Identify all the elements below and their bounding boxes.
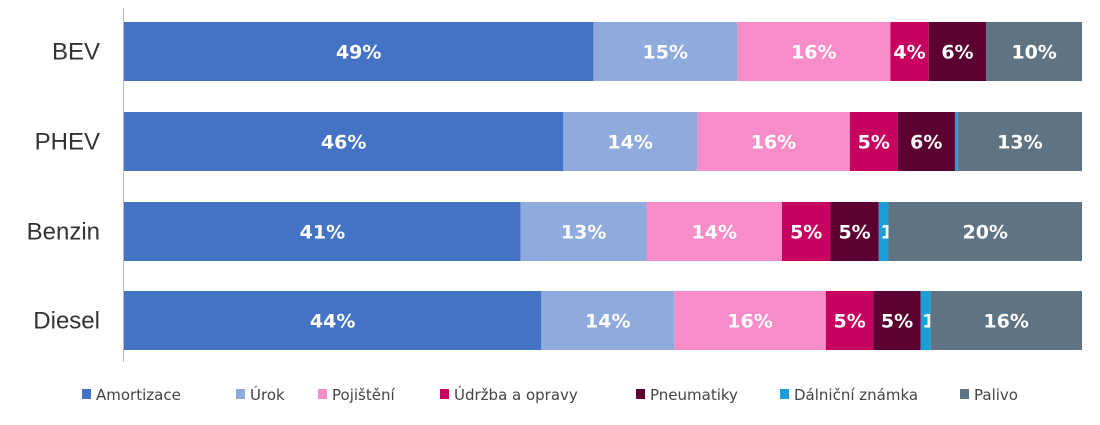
- legend-item-label: Údržba a opravy: [454, 385, 578, 404]
- data-label: 5%: [790, 222, 822, 244]
- legend-item-label: Palivo: [974, 386, 1018, 404]
- data-label: 13%: [561, 222, 606, 244]
- data-label: 20%: [962, 222, 1007, 244]
- bar-segment: [954, 112, 958, 171]
- data-label: 5%: [858, 132, 890, 154]
- bar-segment: [520, 202, 647, 261]
- data-label: 5%: [881, 311, 913, 333]
- category-labels: BEV PHEV Benzin Diesel: [27, 39, 100, 335]
- bar-segment: [563, 112, 698, 171]
- legend-item-label: Amortizace: [96, 386, 181, 404]
- legend-swatch: [440, 389, 449, 399]
- bar-segment: [124, 202, 521, 261]
- bar-segment: [928, 22, 987, 81]
- bar-segment: [124, 112, 564, 171]
- data-label: 6%: [941, 42, 973, 64]
- data-label: 15%: [643, 42, 688, 64]
- data-label: 14%: [607, 132, 652, 154]
- bar-segment: [957, 112, 1082, 171]
- bar-segment: [124, 22, 594, 81]
- bar-segment: [849, 112, 898, 171]
- bar-segment: [782, 202, 831, 261]
- category-label: PHEV: [35, 129, 100, 156]
- data-label: 13%: [997, 132, 1042, 154]
- bar-segment: [825, 291, 874, 350]
- category-label: Diesel: [33, 308, 100, 335]
- legend-item-label: Pneumatiky: [650, 386, 738, 404]
- bar-segment: [697, 112, 850, 171]
- bar-segment: [873, 291, 921, 350]
- data-label: 44%: [310, 311, 355, 333]
- legend-swatch: [236, 389, 245, 399]
- bar-segment: [986, 22, 1082, 81]
- bar-segment: [878, 202, 889, 261]
- bar-segment: [646, 202, 783, 261]
- legend-swatch: [780, 389, 789, 399]
- data-label: 49%: [336, 42, 381, 64]
- legend-swatch: [82, 389, 91, 399]
- bars-layer: 49% 15% 16% 4% 6% 10% 46% 14% 16% 5% 6% 13% 41% 13% 14…: [124, 22, 1082, 350]
- bar-segment: [541, 291, 675, 350]
- bar-segment: [737, 22, 891, 81]
- data-label: 41%: [300, 222, 345, 244]
- data-label: 6%: [910, 132, 942, 154]
- data-label: 16%: [983, 311, 1028, 333]
- legend-swatch: [636, 389, 645, 399]
- data-label: 46%: [321, 132, 366, 154]
- bar-segment: [124, 291, 542, 350]
- bar-segment: [890, 22, 929, 81]
- data-label: 5%: [833, 311, 865, 333]
- legend-item-label: Pojištění: [332, 386, 395, 404]
- data-label: 16%: [751, 132, 796, 154]
- category-label: BEV: [52, 39, 100, 66]
- bar-segment: [888, 202, 1082, 261]
- legend-item-label: Dálniční známka: [794, 386, 918, 404]
- data-label: 4%: [893, 42, 925, 64]
- legend-swatch: [318, 389, 327, 399]
- bar-segment: [593, 22, 738, 81]
- bar-segment: [830, 202, 879, 261]
- data-label: 5%: [838, 222, 870, 244]
- data-label: 14%: [692, 222, 737, 244]
- bar-segment: [920, 291, 931, 350]
- legend-swatch: [960, 389, 969, 399]
- legend-item-label: Úrok: [250, 385, 285, 404]
- data-label: 14%: [585, 311, 630, 333]
- data-label: 16%: [727, 311, 772, 333]
- bar-segment: [674, 291, 826, 350]
- data-label: 10%: [1011, 42, 1056, 64]
- data-label: 16%: [791, 42, 836, 64]
- category-label: Benzin: [27, 219, 100, 246]
- bar-segment: [897, 112, 955, 171]
- legend: Amortizace Úrok Pojištění Údržba a opravy Pn…: [82, 385, 1018, 404]
- bar-segment: [930, 291, 1082, 350]
